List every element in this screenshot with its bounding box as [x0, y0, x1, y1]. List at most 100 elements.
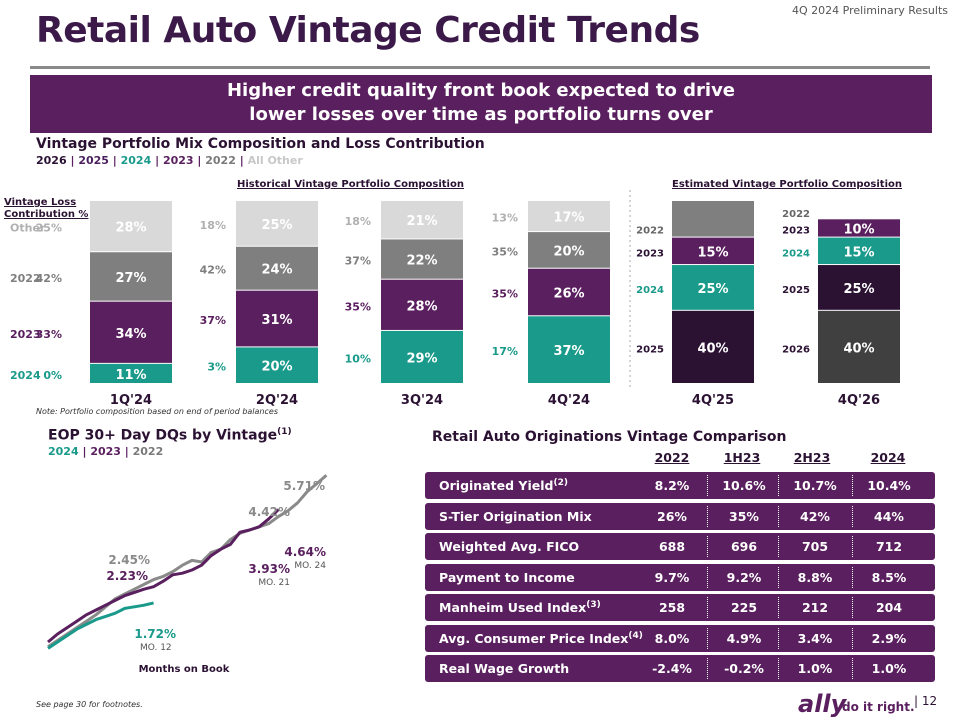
orig-cell-1H23: 35%: [729, 508, 759, 524]
dq-title-text: EOP 30+ Day DQs by Vintage: [48, 427, 278, 444]
loss-value-3-2023: 35%: [492, 288, 518, 301]
loss-value-0-2024: 0%: [43, 369, 62, 382]
legend-2025: 2025: [78, 154, 109, 167]
orig-col-separator: [707, 475, 708, 496]
orig-row-sup: (2): [553, 478, 568, 488]
prelim-label: 4Q 2024 Preliminary Results: [792, 4, 948, 17]
mix-section-title: Vintage Portfolio Mix Composition and Lo…: [36, 136, 485, 152]
orig-cell-2024: 1.0%: [871, 661, 907, 676]
orig-row-label: S-Tier Origination Mix: [439, 508, 592, 524]
orig-row-0: Originated Yield(2) 8.2% 10.6% 10.7% 10.4%: [425, 472, 935, 499]
orig-row-2: Weighted Avg. FICO 688 696 705 712: [425, 533, 935, 560]
orig-col-separator: [852, 597, 853, 618]
mix-bar-1Q'24-2024: [90, 363, 172, 383]
mix-bar-4Q'24-2022: [528, 232, 610, 268]
est-year-5-2026: 2026: [782, 344, 810, 355]
orig-col-separator: [778, 505, 779, 527]
orig-row-label: Weighted Avg. FICO: [439, 539, 580, 554]
mix-category-5: 4Q'26: [838, 393, 880, 408]
historical-label: Historical Vintage Portfolio Composition: [237, 179, 464, 190]
dq-annotation-sub-6: MO. 12: [140, 643, 172, 653]
est-year-4-2022: 2022: [636, 225, 664, 236]
mix-value-1Q'24-2023: 34%: [115, 327, 146, 342]
mix-value-2Q'24-All Other: 25%: [261, 218, 292, 233]
dq-title-sup: (1): [277, 427, 292, 437]
orig-cell-1H23: 9.2%: [726, 569, 762, 585]
mix-bar-4Q'26-2026: [818, 310, 900, 383]
mix-value-1Q'24-2022: 27%: [115, 271, 146, 286]
orig-cell-2H23: 8.8%: [797, 569, 833, 585]
col-1h23: 1H23: [723, 450, 761, 465]
orig-row-4: Manheim Used Index(3) 258 225 212 204: [425, 594, 935, 621]
mix-value-4Q'26-2025: 25%: [843, 282, 874, 297]
loss-value-0-2022: 42%: [36, 272, 62, 285]
est-year-5-2024: 2024: [782, 248, 810, 259]
legend-2023: 2023: [162, 154, 194, 167]
mix-value-4Q'26-2023: 10%: [843, 222, 874, 237]
mix-value-1Q'24-2024: 11%: [115, 368, 146, 383]
orig-row-3: Payment to Income 9.7% 9.2% 8.8% 8.5%: [425, 563, 935, 591]
orig-col-separator: [778, 627, 779, 649]
orig-col-separator: [707, 505, 708, 527]
orig-cell-2H23: 705: [801, 539, 829, 554]
loss-value-1-All Other: 18%: [200, 219, 226, 232]
dq-legend-2023: 2023: [90, 445, 121, 458]
orig-cell-2022: -2.4%: [652, 661, 692, 676]
orig-cell-1H23: 225: [730, 600, 758, 615]
orig-col-separator: [852, 658, 853, 679]
mix-value-4Q'24-All Other: 17%: [553, 211, 584, 226]
page-title: Retail Auto Vintage Credit Trends: [36, 10, 700, 51]
footnote: See page 30 for footnotes.: [36, 700, 143, 709]
mix-bar-4Q'25-2024: [672, 265, 754, 310]
page-number-value: 12: [921, 694, 938, 708]
est-year-5-2023: 2023: [782, 225, 810, 236]
orig-row-sup: (4): [628, 630, 643, 641]
dq-legend-2022: 2022: [132, 445, 164, 458]
loss-year-All Other: Other: [10, 222, 46, 235]
mix-bar-3Q'24-2023: [381, 279, 463, 330]
loss-year-2024: 2024: [10, 369, 41, 382]
orig-cell-2022: 9.7%: [654, 569, 690, 585]
title-rule: [30, 66, 930, 69]
mix-value-3Q'24-2024: 29%: [406, 351, 437, 366]
mix-value-4Q'25-2024: 25%: [697, 282, 728, 297]
estimated-label: Estimated Vintage Portfolio Composition: [672, 179, 902, 190]
dq-annotation-1: 4.42%: [248, 505, 290, 519]
dq-line-2023: [47, 508, 280, 644]
orig-cell-2024: 8.5%: [871, 569, 907, 585]
mix-bar-3Q'24-2022: [381, 239, 463, 279]
est-year-4-2025: 2025: [636, 344, 664, 355]
dq-line-2024: [47, 601, 154, 650]
page-number: | 12: [914, 694, 938, 708]
orig-col-separator: [778, 597, 779, 618]
orig-cell-1H23: 696: [730, 539, 758, 554]
est-year-4-2023: 2023: [636, 248, 664, 259]
mix-bar-4Q'24-2024: [528, 316, 610, 383]
orig-cell-2H23: 1.0%: [797, 661, 833, 676]
loss-header-line1: Vintage Loss: [4, 197, 77, 208]
loss-year-2022: 2022: [10, 272, 41, 285]
mix-bar-4Q'24-All Other: [528, 201, 610, 232]
mix-bar-4Q'26-2023: [818, 219, 900, 237]
orig-col-separator: [707, 536, 708, 557]
est-year-5-2022: 2022: [782, 209, 810, 220]
mix-value-3Q'24-2023: 28%: [406, 299, 437, 314]
orig-cell-2024: 2.9%: [871, 630, 907, 646]
dq-annotation-5: 2.23%: [106, 569, 148, 583]
legend-other: All Other: [247, 154, 303, 167]
col-2h23: 2H23: [793, 450, 831, 465]
mix-bar-2Q'24-2022: [236, 246, 318, 290]
est-year-4-2024: 2024: [636, 285, 664, 296]
mix-value-2Q'24-2024: 20%: [261, 360, 292, 375]
mix-category-3: 4Q'24: [548, 393, 590, 408]
dq-line-chart: 5.71% 4.42% 2.45% 4.64% MO. 24 3.93% MO. 21 2.2…: [46, 474, 328, 675]
mix-bar-4Q'26-2024: [818, 237, 900, 265]
orig-cell-2024: 712: [875, 539, 903, 554]
orig-cell-2022: 8.0%: [654, 630, 690, 646]
mix-bar-4Q'25-2023: [672, 237, 754, 265]
orig-row-5: Avg. Consumer Price Index(4) 8.0% 4.9% 3.4%…: [425, 624, 935, 652]
loss-value-0-All Other: 25%: [36, 222, 62, 235]
dq-annotation-0: 5.71%: [283, 479, 325, 493]
mix-value-4Q'26-2026: 40%: [843, 341, 874, 356]
dq-legend: 2024 | 2023 | 2022: [48, 445, 164, 458]
